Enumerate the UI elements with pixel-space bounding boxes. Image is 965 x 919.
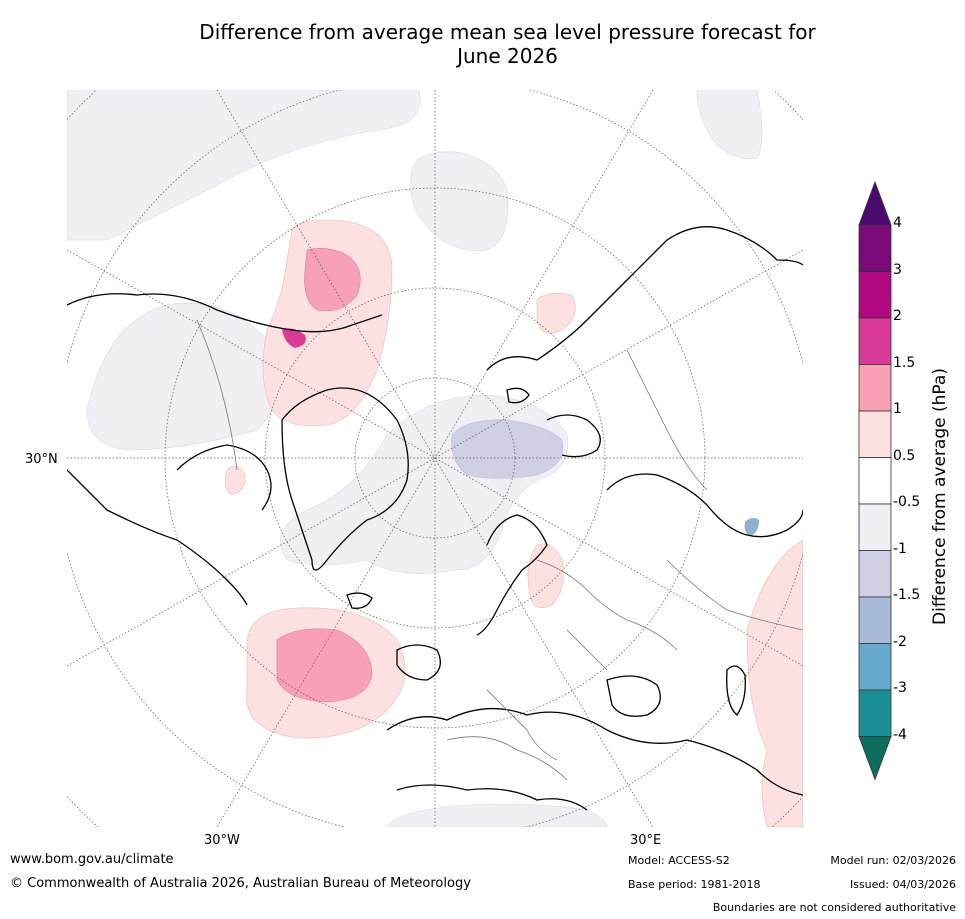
colorbar-extend-min bbox=[858, 736, 892, 781]
colorbar-tick-label: -1.5 bbox=[893, 587, 921, 603]
colorbar-tick-label: 0.5 bbox=[893, 447, 916, 464]
anomaly-strong-positive bbox=[282, 328, 306, 348]
colorbar-band bbox=[858, 550, 892, 598]
title-line-1: Difference from average mean sea level p… bbox=[199, 20, 816, 44]
anomaly-moderate-negative bbox=[451, 419, 564, 479]
colorbar-band bbox=[858, 596, 892, 644]
colorbar-tick-label: 1.5 bbox=[893, 354, 916, 371]
longitude-label-30w: 30°W bbox=[204, 833, 240, 848]
polar-map bbox=[67, 90, 803, 827]
colorbar-tick-label: -2 bbox=[893, 633, 907, 650]
colorbar-tick-label: -1 bbox=[893, 540, 907, 557]
colorbar-band bbox=[858, 271, 892, 319]
colorbar-segments bbox=[858, 180, 892, 781]
colorbar-band bbox=[858, 317, 892, 365]
model-run-date: Model run: 02/03/2026 bbox=[830, 854, 956, 867]
colorbar-band bbox=[858, 224, 892, 272]
colorbar-tick-label: 4 bbox=[893, 215, 902, 231]
issued-date: Issued: 04/03/2026 bbox=[849, 878, 956, 891]
chart-title: Difference from average mean sea level p… bbox=[60, 20, 955, 68]
colorbar-tick-label: -3 bbox=[893, 680, 907, 696]
model-name: Model: ACCESS-S2 bbox=[628, 854, 730, 867]
colorbar-band bbox=[858, 643, 892, 691]
colorbar-band bbox=[858, 503, 892, 551]
colorbar-tick-label: 3 bbox=[893, 261, 902, 278]
colorbar-band bbox=[858, 689, 892, 737]
colorbar-title: Difference from average (hPa) bbox=[930, 368, 950, 625]
colorbar-tick-label: 1 bbox=[893, 401, 902, 417]
title-line-2: June 2026 bbox=[457, 44, 558, 68]
colorbar bbox=[858, 180, 892, 781]
colorbar-band bbox=[858, 457, 892, 505]
base-period: Base period: 1981-2018 bbox=[628, 878, 761, 891]
colorbar-band bbox=[858, 410, 892, 458]
anomaly-moderate-positive bbox=[276, 248, 373, 703]
colorbar-band bbox=[858, 364, 892, 412]
colorbar-tick-label: -0.5 bbox=[893, 494, 921, 510]
colorbar-tick-label: 2 bbox=[893, 308, 902, 324]
country-borders bbox=[196, 319, 803, 781]
coastlines bbox=[67, 226, 803, 811]
graticule bbox=[67, 90, 803, 827]
anomaly-small-blue bbox=[744, 517, 759, 536]
latitude-label-30n: 30°N bbox=[25, 452, 58, 467]
colorbar-tick-label: -4 bbox=[893, 726, 907, 743]
colorbar-extend-max bbox=[858, 180, 892, 226]
website-link[interactable]: www.bom.gov.au/climate bbox=[10, 852, 174, 867]
copyright-text: © Commonwealth of Australia 2026, Austra… bbox=[10, 876, 471, 891]
longitude-label-30e: 30°E bbox=[630, 833, 662, 848]
boundaries-disclaimer: Boundaries are not considered authoritat… bbox=[712, 901, 956, 914]
